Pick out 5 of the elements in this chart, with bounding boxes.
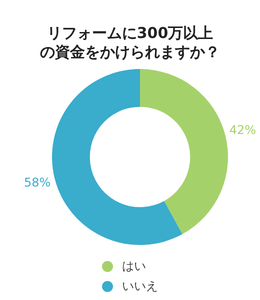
chart-title: リフォームに300万以上の資金をかけられますか？	[40, 24, 220, 62]
legend-label: いいえ	[122, 278, 158, 294]
data-label: 42%	[229, 122, 256, 137]
legend-label: はい	[122, 258, 146, 274]
data-label: 58%	[24, 175, 51, 190]
